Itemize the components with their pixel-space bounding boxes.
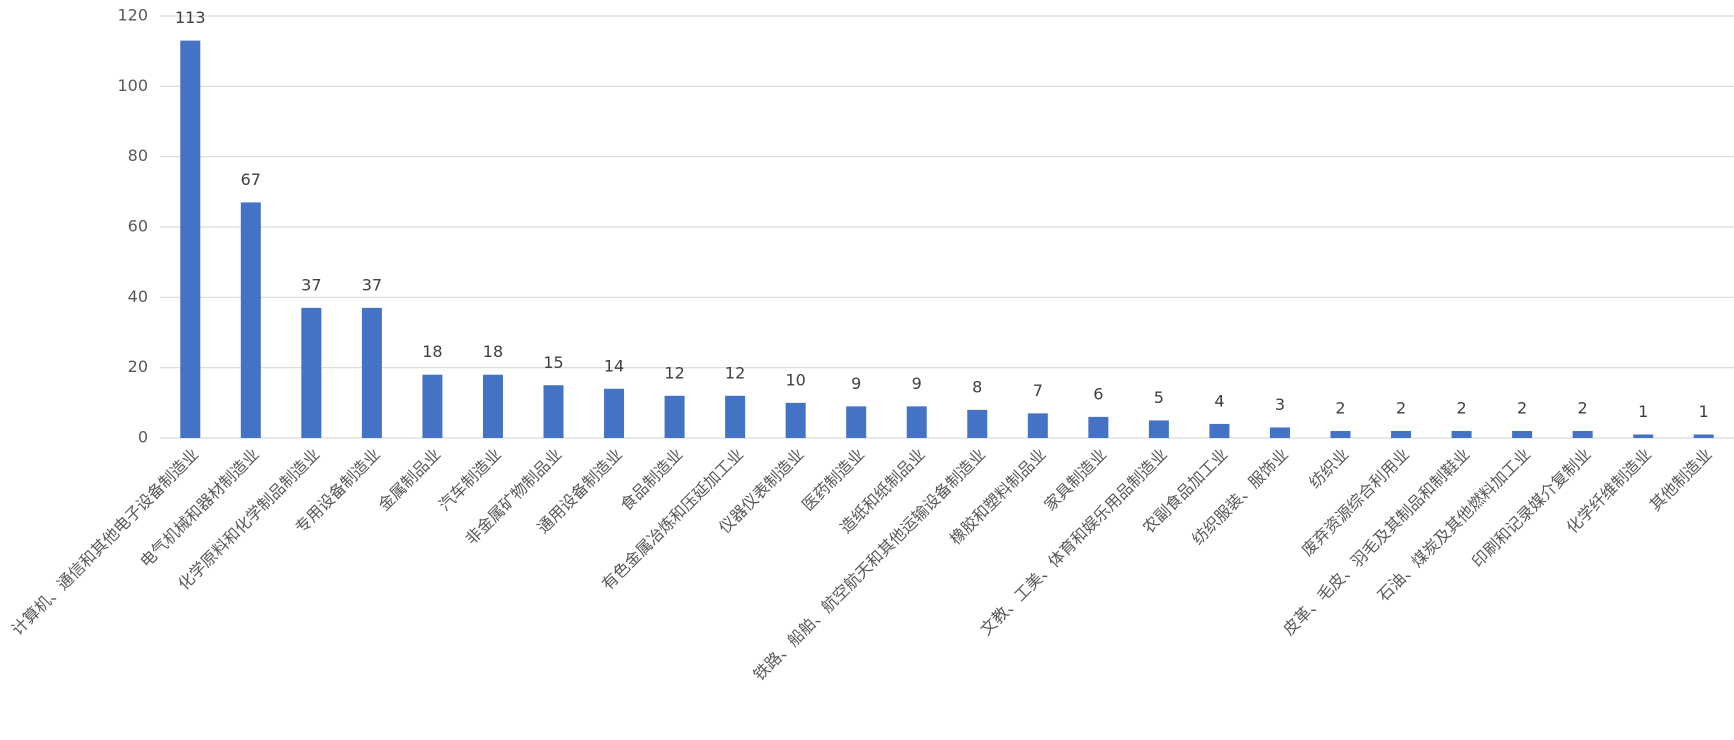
- y-tick-label: 0: [138, 428, 148, 447]
- value-label: 113: [175, 8, 206, 27]
- bar: [1209, 423, 1230, 438]
- value-label: 2: [1578, 398, 1588, 417]
- value-label: 18: [483, 342, 503, 361]
- x-tick-label: 电气机械和器材制造业: [136, 445, 263, 572]
- bar: [1269, 427, 1290, 438]
- bar: [543, 385, 564, 438]
- bar: [240, 202, 261, 438]
- bar: [301, 307, 322, 438]
- bar: [422, 374, 443, 438]
- bar: [361, 307, 382, 438]
- value-label: 15: [543, 353, 563, 372]
- bar: [482, 374, 503, 438]
- value-label: 12: [725, 363, 745, 382]
- value-label: 1: [1699, 402, 1709, 421]
- bar: [664, 395, 685, 438]
- value-label: 10: [785, 370, 805, 389]
- x-tick-label: 纺织业: [1305, 445, 1352, 492]
- bar: [967, 409, 988, 438]
- value-label: 18: [422, 342, 442, 361]
- y-tick-label: 100: [117, 76, 148, 95]
- x-tick-label: 铁路、船舶、航空航天和其他运输设备制造业: [750, 445, 990, 685]
- y-tick-label: 120: [117, 6, 148, 25]
- value-label: 67: [241, 170, 261, 189]
- bar: [1633, 434, 1654, 438]
- bar: [604, 388, 625, 438]
- value-label: 2: [1396, 398, 1406, 417]
- value-label: 9: [851, 374, 861, 393]
- y-tick-label: 80: [128, 146, 148, 165]
- value-label: 2: [1517, 398, 1527, 417]
- value-label: 2: [1456, 398, 1466, 417]
- bar: [1572, 430, 1593, 438]
- bar: [906, 406, 927, 438]
- value-label: 2: [1335, 398, 1345, 417]
- value-label: 37: [362, 275, 382, 294]
- x-tick-label: 其他制造业: [1646, 445, 1716, 515]
- value-label: 5: [1154, 388, 1164, 407]
- value-label: 6: [1093, 384, 1103, 403]
- x-tick-label: 印刷和记录媒介复制业: [1468, 445, 1595, 572]
- value-label: 37: [301, 275, 321, 294]
- value-label: 7: [1033, 381, 1043, 400]
- bar: [180, 40, 201, 438]
- bar: [1027, 413, 1048, 438]
- value-label: 8: [972, 377, 982, 396]
- value-label: 12: [664, 363, 684, 382]
- value-label: 3: [1275, 395, 1285, 414]
- x-tick-label: 金属制品业: [374, 445, 444, 515]
- bar: [1148, 420, 1169, 438]
- value-label: 14: [604, 356, 624, 375]
- bar: [785, 402, 806, 438]
- bar: [1451, 430, 1472, 438]
- bar: [725, 395, 746, 438]
- value-label: 1: [1638, 402, 1648, 421]
- bar: [1330, 430, 1351, 438]
- x-tick-label: 废弃资源综合利用业: [1298, 445, 1413, 560]
- bar: [846, 406, 867, 438]
- value-label: 4: [1214, 391, 1224, 410]
- bar: [1391, 430, 1412, 438]
- value-label: 9: [912, 374, 922, 393]
- bar: [1693, 434, 1714, 438]
- bar: [1088, 416, 1109, 438]
- y-tick-label: 60: [128, 217, 148, 236]
- y-tick-label: 40: [128, 287, 148, 306]
- y-tick-label: 20: [128, 357, 148, 376]
- bar: [1512, 430, 1533, 438]
